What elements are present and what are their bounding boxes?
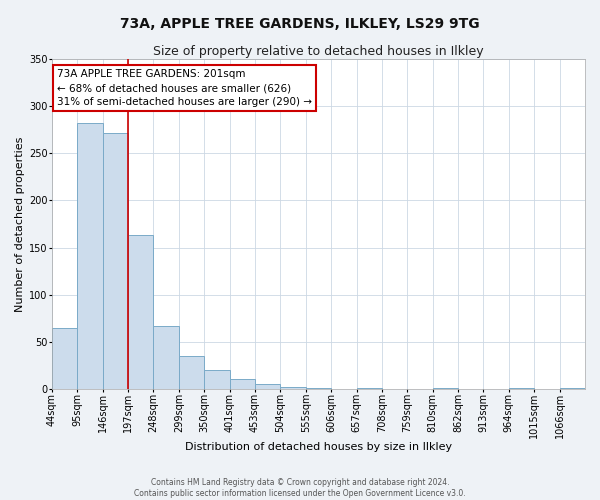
Bar bbox=[154, 326, 179, 389]
Text: 73A APPLE TREE GARDENS: 201sqm
← 68% of detached houses are smaller (626)
31% of: 73A APPLE TREE GARDENS: 201sqm ← 68% of … bbox=[57, 69, 312, 107]
Text: Contains HM Land Registry data © Crown copyright and database right 2024.
Contai: Contains HM Land Registry data © Crown c… bbox=[134, 478, 466, 498]
Bar bbox=[103, 132, 128, 389]
Bar bbox=[230, 380, 255, 389]
Title: Size of property relative to detached houses in Ilkley: Size of property relative to detached ho… bbox=[153, 45, 484, 58]
X-axis label: Distribution of detached houses by size in Ilkley: Distribution of detached houses by size … bbox=[185, 442, 452, 452]
Bar bbox=[77, 123, 103, 389]
Bar bbox=[128, 236, 154, 389]
Bar bbox=[179, 356, 204, 389]
Bar bbox=[433, 388, 458, 389]
Text: 73A, APPLE TREE GARDENS, ILKLEY, LS29 9TG: 73A, APPLE TREE GARDENS, ILKLEY, LS29 9T… bbox=[120, 18, 480, 32]
Bar bbox=[356, 388, 382, 389]
Bar bbox=[52, 328, 77, 389]
Bar bbox=[560, 388, 585, 389]
Bar bbox=[509, 388, 534, 389]
Bar bbox=[204, 370, 230, 389]
Bar bbox=[280, 387, 306, 389]
Bar bbox=[255, 384, 280, 389]
Bar bbox=[306, 388, 331, 389]
Y-axis label: Number of detached properties: Number of detached properties bbox=[15, 136, 25, 312]
